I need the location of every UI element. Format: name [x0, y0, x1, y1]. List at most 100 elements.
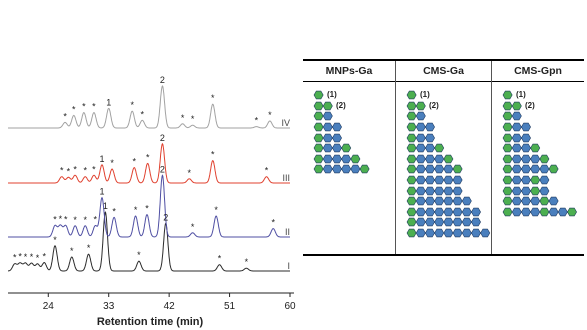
x-tick-label: 51 — [224, 301, 236, 312]
trace-label-II: II — [285, 227, 290, 237]
peak-label: * — [211, 150, 215, 160]
trace-II — [8, 174, 290, 238]
blue-hexagon-icon — [341, 165, 352, 174]
green-hexagon-icon — [313, 101, 324, 111]
green-hexagon-icon — [502, 154, 513, 164]
blue-hexagon-icon — [425, 207, 435, 217]
blue-hexagon-icon — [322, 112, 333, 121]
blue-hexagon-icon — [434, 154, 445, 164]
blue-hexagon-icon — [443, 175, 454, 185]
blue-hexagon-icon — [511, 112, 522, 121]
green-hexagon-icon — [406, 228, 417, 238]
blue-hexagon-icon — [425, 186, 435, 195]
blue-hexagon-icon — [434, 175, 445, 185]
peak-label: * — [214, 205, 218, 215]
peak-label: 1 — [99, 154, 104, 164]
blue-hexagon-icon — [521, 196, 531, 206]
blue-hexagon-icon — [425, 165, 435, 174]
blue-hexagon-icon — [539, 175, 550, 185]
glucose-chain-icon — [502, 122, 531, 132]
blue-hexagon-icon — [425, 228, 435, 238]
glycan-row — [502, 111, 584, 122]
peak-label: * — [181, 113, 185, 123]
trace-III — [8, 142, 290, 184]
peak-label: * — [73, 164, 77, 174]
glycan-note: (2) — [525, 100, 535, 110]
glucose-chain-icon — [502, 186, 550, 195]
glycan-row — [406, 228, 491, 239]
blue-hexagon-icon — [521, 154, 531, 164]
blue-hexagon-icon — [461, 228, 472, 238]
glucose-chain-icon — [313, 91, 324, 100]
blue-hexagon-icon — [434, 218, 445, 227]
peak-label: * — [268, 110, 272, 120]
table-column: MNPs-Ga (1) (2) — [303, 61, 395, 254]
blue-hexagon-icon — [425, 133, 435, 142]
peak-label: * — [24, 252, 28, 262]
green-hexagon-icon — [406, 154, 417, 164]
glycan-row — [313, 154, 395, 165]
glycan-row — [406, 217, 491, 228]
green-hexagon-icon — [406, 218, 417, 227]
green-hexagon-icon — [502, 175, 513, 185]
blue-hexagon-icon — [530, 196, 541, 206]
glucose-chain-icon — [502, 133, 531, 142]
glycan-row — [406, 154, 491, 165]
green-hexagon-icon — [502, 186, 513, 195]
blue-hexagon-icon — [452, 196, 463, 206]
blue-hexagon-icon — [511, 175, 522, 185]
glucose-chain-icon — [406, 91, 417, 100]
blue-hexagon-icon — [511, 207, 522, 217]
blue-hexagon-icon — [521, 175, 531, 185]
glucose-chain-icon — [502, 154, 550, 164]
peak-label: 2 — [160, 75, 165, 85]
green-hexagon-icon — [313, 143, 324, 153]
peak-label: * — [87, 243, 91, 253]
glycan-row — [502, 122, 584, 133]
green-hexagon-icon — [350, 154, 361, 164]
trace-IV — [8, 85, 290, 129]
glucose-chain-icon — [406, 196, 472, 206]
peak-label: * — [43, 252, 47, 262]
green-hexagon-icon — [322, 101, 333, 111]
glycan-note: (1) — [516, 90, 526, 100]
blue-hexagon-icon — [471, 228, 481, 238]
glucose-chain-icon — [406, 101, 426, 111]
glucose-chain-icon — [406, 207, 481, 217]
green-hexagon-icon — [406, 196, 417, 206]
glycan-list: (1) (2) — [303, 82, 395, 254]
green-hexagon-icon — [502, 91, 513, 100]
peak-label: 1 — [99, 187, 104, 197]
blue-hexagon-icon — [322, 122, 333, 132]
blue-hexagon-icon — [434, 196, 445, 206]
glucose-chain-icon — [406, 143, 445, 153]
blue-hexagon-icon — [434, 165, 445, 174]
peak-label: * — [191, 222, 195, 232]
blue-hexagon-icon — [511, 143, 522, 153]
peak-label: * — [211, 93, 215, 103]
peak-label: * — [30, 252, 34, 262]
green-hexagon-icon — [502, 112, 513, 121]
green-hexagon-icon — [341, 143, 352, 153]
peak-label: * — [67, 166, 71, 176]
column-header: MNPs-Ga — [303, 61, 395, 82]
blue-hexagon-icon — [452, 175, 463, 185]
chromatogram-traces — [8, 85, 290, 272]
peak-label: * — [112, 206, 116, 216]
green-hexagon-icon — [359, 165, 370, 174]
x-tick-label: 33 — [103, 301, 115, 312]
table-column: CMS-Gpn (1) (2) — [491, 61, 584, 254]
blue-hexagon-icon — [452, 218, 463, 227]
green-hexagon-icon — [452, 165, 463, 174]
green-hexagon-icon — [530, 186, 541, 195]
blue-hexagon-icon — [415, 186, 426, 195]
x-tick-label: 42 — [164, 301, 176, 312]
green-hexagon-icon — [530, 175, 541, 185]
glucose-chain-icon — [406, 154, 454, 164]
blue-hexagon-icon — [415, 165, 426, 174]
blue-hexagon-icon — [443, 186, 454, 195]
glucose-chain-icon — [406, 218, 481, 227]
peak-label: * — [134, 205, 138, 215]
glycan-row — [502, 185, 584, 196]
peak-label: * — [265, 166, 269, 176]
